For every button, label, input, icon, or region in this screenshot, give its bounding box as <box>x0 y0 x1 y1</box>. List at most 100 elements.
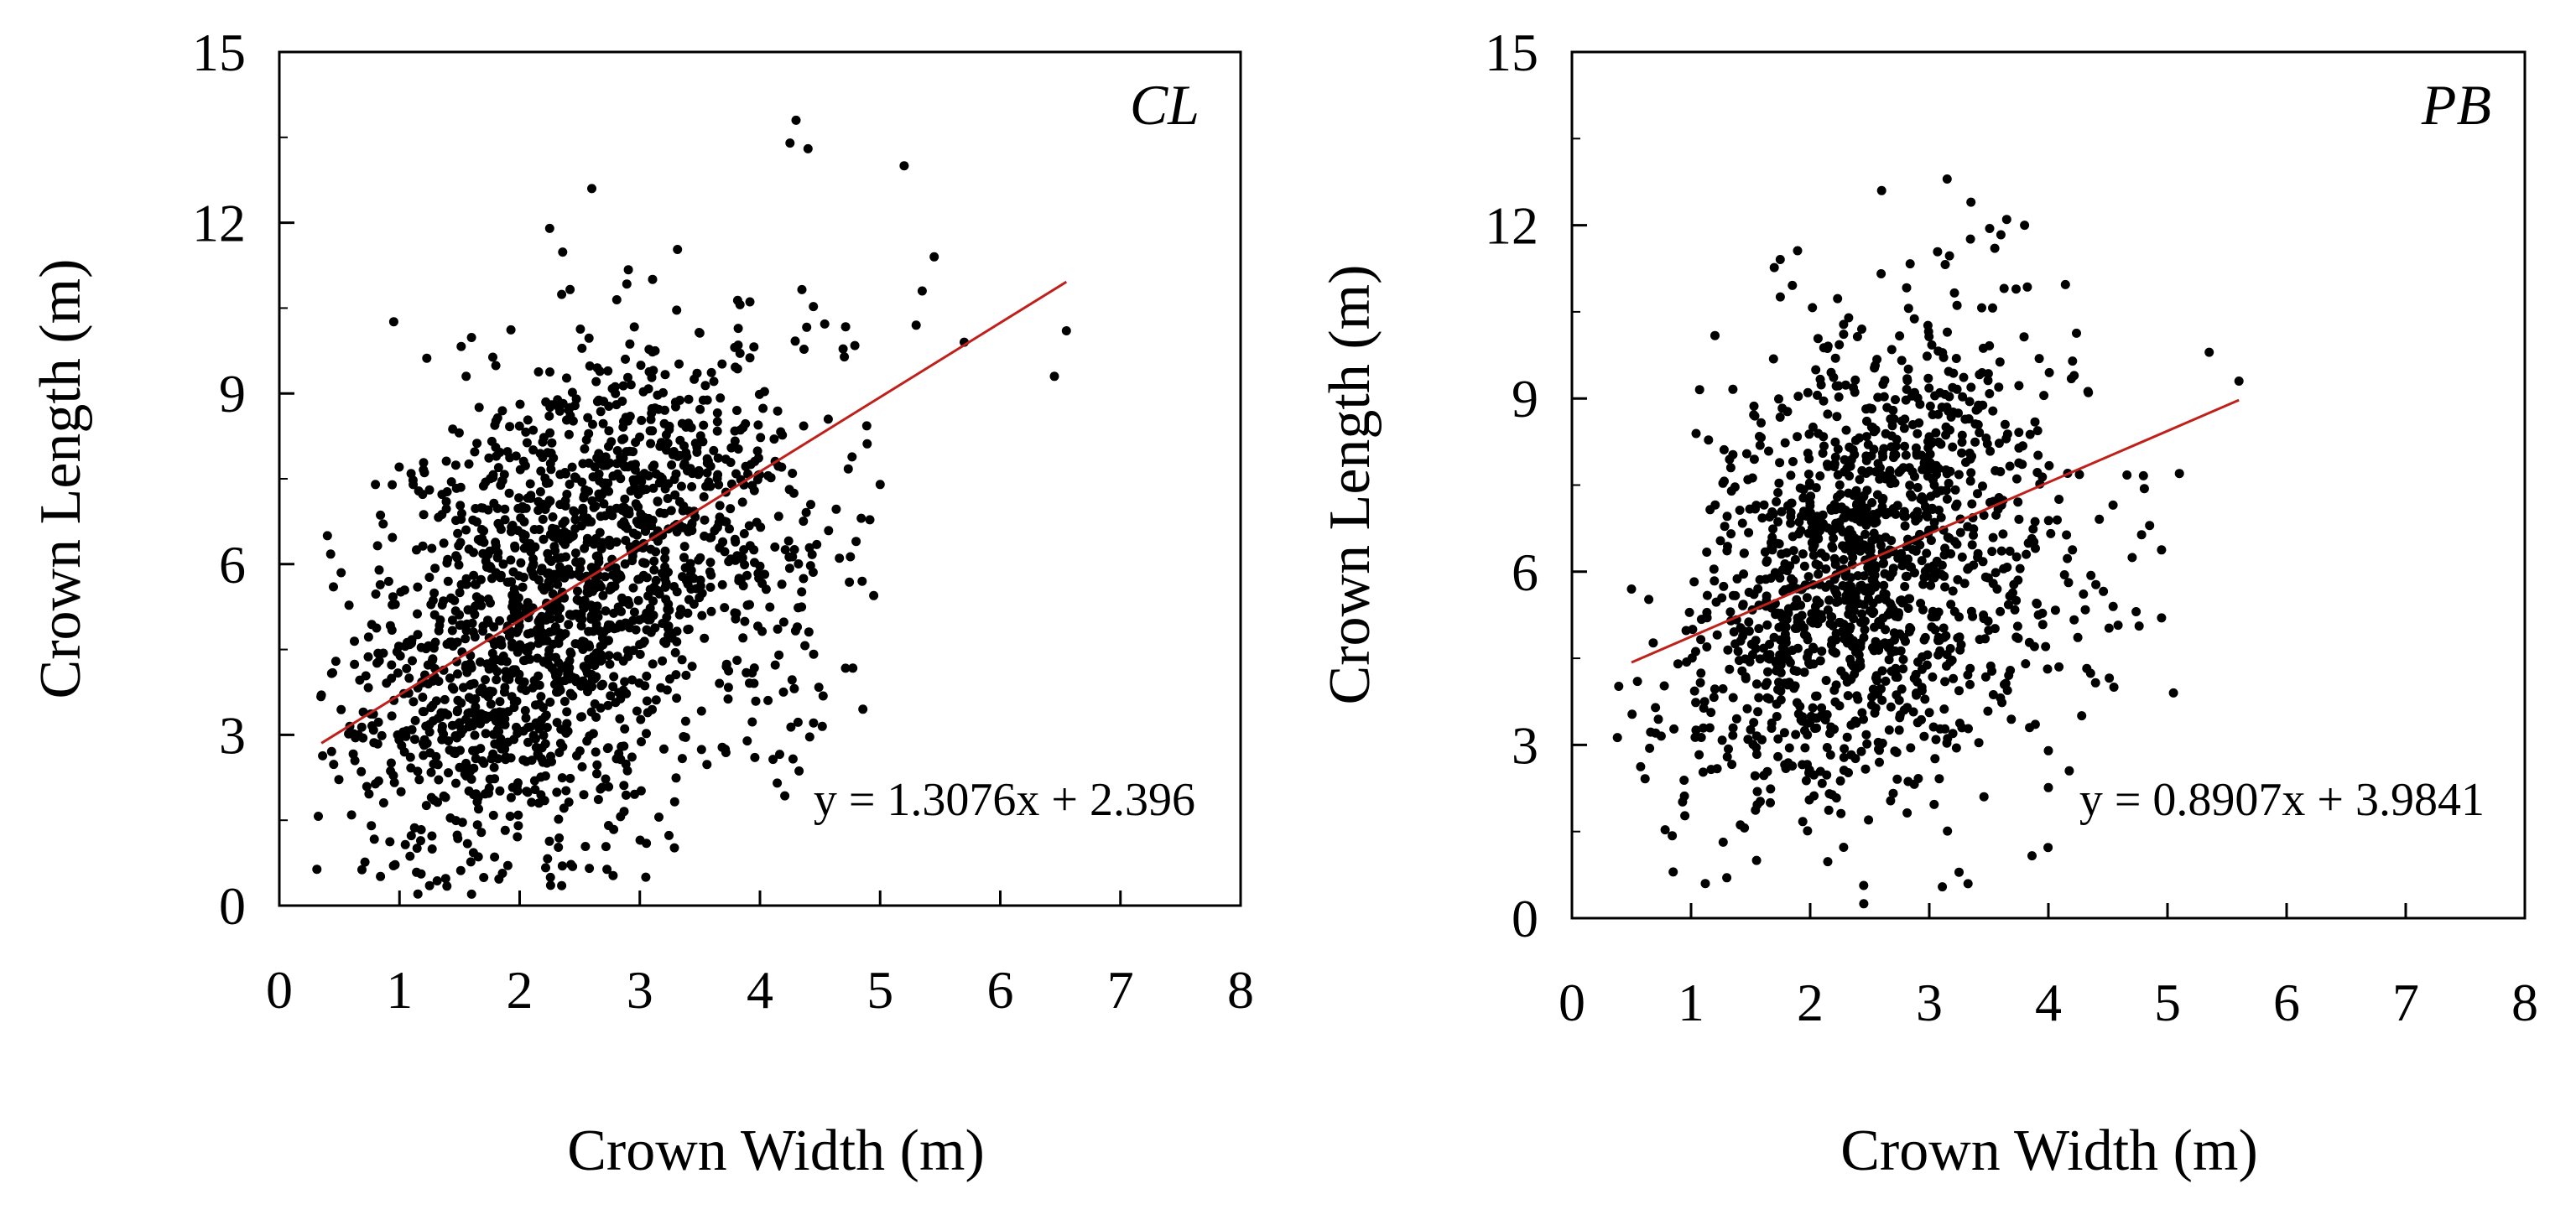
data-point <box>579 790 589 800</box>
data-point <box>623 416 633 426</box>
data-point <box>745 297 755 307</box>
data-point <box>1803 470 1814 479</box>
data-point <box>369 834 379 844</box>
data-point <box>1952 539 1962 549</box>
data-point <box>422 353 432 363</box>
data-point <box>1970 437 1980 447</box>
data-point <box>1909 779 1919 789</box>
data-point <box>456 514 466 524</box>
data-point <box>1843 691 1853 701</box>
data-point <box>1920 632 1930 642</box>
data-point <box>525 479 535 489</box>
data-point <box>585 731 595 741</box>
data-point <box>1761 680 1771 690</box>
data-point <box>1915 399 1925 409</box>
data-point <box>769 434 779 444</box>
data-point <box>427 543 437 553</box>
data-point <box>1855 433 1865 443</box>
data-point <box>455 865 466 875</box>
data-point <box>576 712 585 722</box>
data-point <box>623 265 633 275</box>
data-point <box>557 663 567 672</box>
data-point <box>1994 382 2004 392</box>
data-point <box>1850 593 1860 602</box>
data-point <box>598 590 608 600</box>
data-point <box>2174 469 2184 479</box>
data-point <box>1869 607 1879 617</box>
data-point <box>700 633 710 643</box>
data-point <box>1722 752 1732 762</box>
data-point <box>418 738 428 748</box>
data-point <box>1948 382 1958 392</box>
data-point <box>1803 449 1813 458</box>
data-point <box>583 582 593 592</box>
data-point <box>1951 743 1961 753</box>
data-point <box>1931 428 1941 438</box>
data-point <box>679 459 690 469</box>
data-point <box>695 575 705 585</box>
y-tick-label: 0 <box>219 876 246 936</box>
data-point <box>580 595 590 605</box>
data-point <box>544 836 554 846</box>
data-point <box>1884 468 1894 478</box>
data-point <box>627 551 637 561</box>
data-point <box>622 279 632 289</box>
data-point <box>584 458 594 468</box>
data-point <box>329 760 339 770</box>
data-point <box>450 638 461 648</box>
data-point <box>535 487 545 496</box>
data-point <box>1775 292 1785 302</box>
data-point <box>1903 554 1913 564</box>
data-point <box>1881 589 1891 600</box>
data-point <box>584 333 594 343</box>
data-point <box>538 514 548 524</box>
data-point <box>788 469 798 478</box>
data-point <box>1768 524 1778 534</box>
data-point <box>483 595 493 604</box>
data-point <box>604 486 614 496</box>
data-point <box>1673 659 1683 669</box>
data-point <box>568 416 578 426</box>
data-point <box>1915 540 1925 550</box>
data-point <box>1957 552 1967 562</box>
data-point <box>539 534 549 544</box>
data-point <box>578 503 588 513</box>
data-point <box>1829 553 1840 563</box>
data-point <box>1912 483 1923 492</box>
data-point <box>662 612 672 622</box>
data-point <box>1861 432 1871 442</box>
data-point <box>2043 664 2053 674</box>
data-point <box>592 453 602 463</box>
data-point <box>911 320 921 330</box>
data-point <box>378 519 388 529</box>
data-point <box>676 605 686 615</box>
data-point <box>404 673 414 683</box>
data-point <box>523 737 533 747</box>
data-point <box>476 828 487 838</box>
x-tick-label: 6 <box>987 960 1014 1020</box>
data-point <box>619 517 629 527</box>
data-point <box>1807 609 1817 619</box>
data-point <box>631 438 641 447</box>
data-point <box>1764 694 1774 704</box>
data-point <box>545 880 555 890</box>
data-point <box>628 646 638 656</box>
data-point <box>1862 739 1872 749</box>
data-point <box>1780 622 1790 632</box>
data-point <box>2014 428 2024 438</box>
data-point <box>1998 529 2008 539</box>
data-point <box>518 529 528 539</box>
data-point <box>2001 215 2011 225</box>
data-point <box>1938 882 1948 892</box>
data-point <box>469 678 479 688</box>
data-point <box>1772 608 1782 618</box>
data-point <box>1679 791 1689 801</box>
data-point <box>554 833 565 843</box>
data-point <box>1852 332 1862 341</box>
data-point <box>662 685 672 695</box>
data-point <box>1985 224 1995 233</box>
data-point <box>638 558 648 568</box>
data-point <box>712 522 722 532</box>
data-point <box>1788 761 1798 771</box>
data-point <box>2074 470 2084 480</box>
